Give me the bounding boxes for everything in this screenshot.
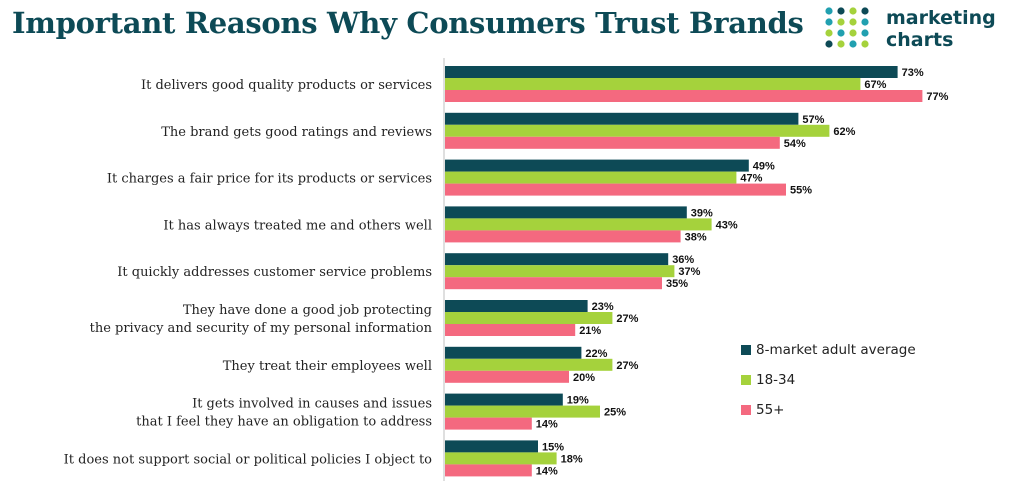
bar bbox=[445, 464, 532, 477]
logo-dot bbox=[861, 18, 869, 26]
logo-text-line1: marketing bbox=[886, 7, 996, 29]
data-label: 62% bbox=[833, 126, 855, 138]
bar bbox=[445, 218, 712, 231]
bar bbox=[445, 265, 675, 278]
bar bbox=[445, 346, 582, 359]
bar bbox=[445, 136, 780, 149]
data-label: 37% bbox=[678, 266, 700, 278]
data-label: 15% bbox=[542, 441, 564, 453]
logo-text-line2: charts bbox=[886, 29, 954, 51]
bar bbox=[445, 183, 786, 196]
legend-item: 55+ bbox=[741, 402, 916, 418]
logo-dot bbox=[825, 7, 833, 15]
legend-item: 8-market adult average bbox=[741, 342, 916, 358]
bar bbox=[445, 300, 588, 312]
data-label: 21% bbox=[579, 325, 601, 337]
bar bbox=[445, 78, 861, 90]
bar bbox=[445, 171, 737, 184]
data-label: 22% bbox=[585, 348, 607, 360]
bar bbox=[445, 452, 557, 465]
category-label: It gets involved in causes and issues tha… bbox=[136, 397, 432, 430]
legend-label: 18-34 bbox=[756, 372, 796, 388]
bar bbox=[445, 206, 687, 219]
logo-dot bbox=[837, 18, 845, 26]
bar bbox=[445, 358, 613, 371]
legend-label: 8-market adult average bbox=[756, 342, 916, 358]
data-label: 49% bbox=[753, 161, 775, 173]
bar bbox=[445, 90, 923, 102]
logo-dot bbox=[849, 18, 857, 26]
logo-dot bbox=[837, 7, 845, 15]
data-label: 67% bbox=[864, 79, 886, 91]
data-label: 27% bbox=[616, 360, 638, 372]
logo-dot bbox=[861, 40, 869, 48]
legend-label: 55+ bbox=[756, 402, 785, 418]
legend-swatch bbox=[741, 405, 751, 415]
data-label: 20% bbox=[573, 372, 595, 384]
data-label: 25% bbox=[604, 407, 626, 419]
data-label: 57% bbox=[802, 114, 824, 126]
data-label: 43% bbox=[716, 219, 738, 231]
data-label: 77% bbox=[926, 91, 948, 103]
category-label: The brand gets good ratings and reviews bbox=[161, 125, 432, 140]
data-label: 73% bbox=[902, 67, 924, 79]
bar bbox=[445, 277, 662, 290]
logo-dot bbox=[825, 40, 833, 48]
legend-item: 18-34 bbox=[741, 372, 916, 388]
data-label: 54% bbox=[784, 138, 806, 150]
category-label: It charges a fair price for its products… bbox=[107, 172, 432, 187]
chart-title: Important Reasons Why Consumers Trust Br… bbox=[12, 6, 804, 40]
bar bbox=[445, 66, 898, 78]
bar bbox=[445, 124, 830, 137]
data-label: 14% bbox=[536, 465, 558, 477]
data-label: 55% bbox=[790, 185, 812, 197]
logo-dot bbox=[849, 40, 857, 48]
dot-grid-logo-icon bbox=[825, 7, 869, 48]
marketingcharts-logo: marketing charts bbox=[824, 5, 1014, 55]
category-label: It has always treated me and others well bbox=[163, 218, 432, 233]
category-label: They treat their employees well bbox=[223, 359, 432, 374]
logo-dot bbox=[861, 7, 869, 15]
data-label: 23% bbox=[592, 301, 614, 313]
bar bbox=[445, 159, 749, 172]
logo-dot bbox=[825, 29, 833, 37]
logo-dot bbox=[861, 29, 869, 37]
category-label: They have done a good job protecting the … bbox=[90, 303, 433, 336]
bar bbox=[445, 417, 532, 430]
data-label: 47% bbox=[740, 173, 762, 185]
bar bbox=[445, 312, 613, 324]
logo-dot bbox=[837, 29, 845, 37]
data-label: 18% bbox=[561, 453, 583, 465]
data-label: 38% bbox=[685, 231, 707, 243]
legend-swatch bbox=[741, 345, 751, 355]
category-label: It quickly addresses customer service pr… bbox=[117, 265, 432, 280]
bar bbox=[445, 370, 569, 383]
data-label: 14% bbox=[536, 419, 558, 431]
logo-dot bbox=[837, 40, 845, 48]
bar bbox=[445, 324, 576, 336]
data-label: 35% bbox=[666, 278, 688, 290]
logo-dot bbox=[825, 18, 833, 26]
data-label: 19% bbox=[567, 395, 589, 407]
bar bbox=[445, 393, 563, 406]
data-label: 39% bbox=[691, 207, 713, 219]
legend-swatch bbox=[741, 375, 751, 385]
bar bbox=[445, 230, 681, 243]
category-label: It delivers good quality products or ser… bbox=[141, 78, 432, 93]
bar bbox=[445, 112, 799, 125]
logo-dot bbox=[849, 29, 857, 37]
logo-dot bbox=[849, 7, 857, 15]
chart-legend: 8-market adult average 18-34 55+ bbox=[741, 342, 916, 432]
data-label: 36% bbox=[672, 254, 694, 266]
bar bbox=[445, 405, 600, 418]
bar bbox=[445, 440, 538, 453]
bar bbox=[445, 253, 669, 266]
category-label: It does not support social or political … bbox=[64, 452, 432, 467]
data-label: 27% bbox=[616, 313, 638, 325]
